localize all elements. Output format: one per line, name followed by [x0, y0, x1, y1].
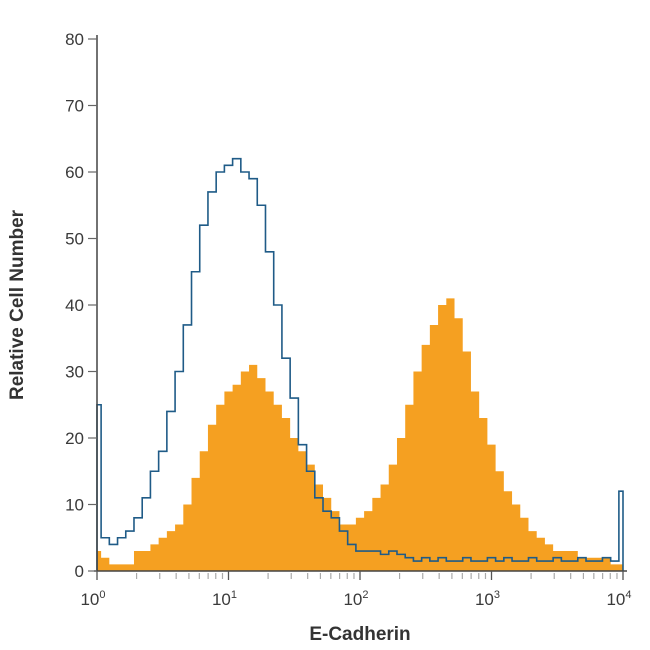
x-tick-label: 100	[80, 589, 105, 609]
series-1-line	[96, 157, 624, 571]
x-tick-label: 103	[475, 589, 500, 609]
x-tick-exponent: 0	[99, 589, 105, 601]
x-tick-exponent: 1	[231, 589, 237, 601]
y-tick-label: 40	[65, 296, 84, 315]
y-tick-label: 60	[65, 163, 84, 182]
y-tick-label: 80	[65, 30, 84, 49]
series-0-area	[97, 298, 623, 571]
y-tick-label: 70	[65, 97, 84, 116]
y-axis-label: Relative Cell Number	[7, 209, 28, 400]
y-tick-label: 30	[65, 363, 84, 382]
x-tick-exponent: 2	[362, 589, 368, 601]
x-tick-label: 101	[212, 589, 237, 609]
x-tick-label: 104	[606, 589, 631, 609]
y-tick-label: 0	[75, 562, 84, 581]
y-tick-label: 50	[65, 230, 84, 249]
x-tick-label: 102	[343, 589, 368, 609]
y-tick-label: 10	[65, 496, 84, 515]
x-tick-exponent: 3	[494, 589, 500, 601]
x-axis-label: E-Cadherin	[309, 624, 410, 645]
x-tick-exponent: 4	[625, 589, 631, 601]
y-tick-label: 20	[65, 429, 84, 448]
